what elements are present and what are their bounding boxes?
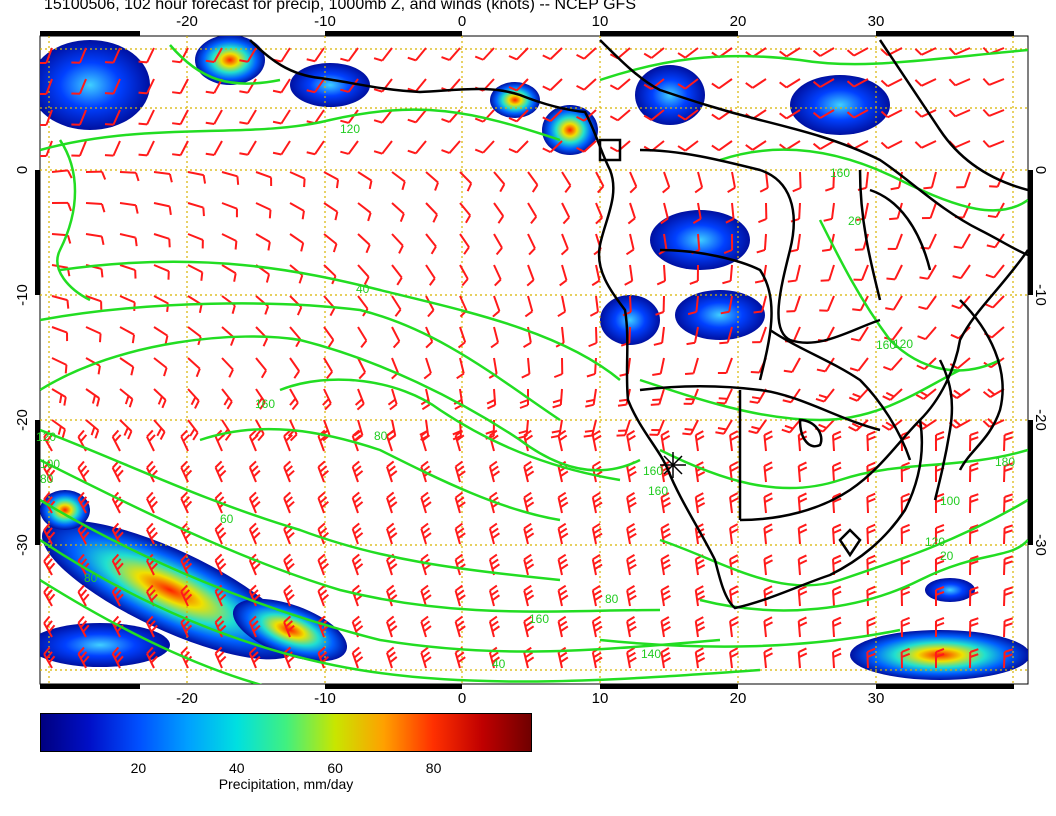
precipitation-field: [40, 36, 1028, 680]
lon-tick-label: 30: [868, 13, 885, 30]
lat-tick-label: -20: [1032, 409, 1049, 431]
contour-label: 100: [940, 494, 960, 508]
lat-tick-label: -30: [14, 534, 31, 556]
contour-label: 80: [605, 592, 619, 606]
contour-label: 20: [940, 549, 954, 563]
contour-label: 140: [641, 647, 661, 661]
lon-tick-label: 10: [592, 13, 609, 30]
contour-labels: 1204016080120100806016016012080801601404…: [36, 122, 1015, 671]
coastlines: [249, 39, 1028, 610]
lat-tick-label: -30: [1032, 534, 1049, 556]
contour-label: 20: [848, 214, 862, 228]
contour-label: 160: [529, 612, 549, 626]
lon-tick-label: 0: [458, 690, 466, 707]
location-marker: [660, 452, 686, 478]
colorbar-title: Precipitation, mm/day: [218, 776, 354, 792]
contour-label: 120: [925, 535, 945, 549]
lon-tick-label: 0: [458, 13, 466, 30]
contour-label: 120: [36, 430, 56, 444]
colorbar-tick-label: 60: [327, 760, 343, 776]
contour-label: 120: [340, 122, 360, 136]
map-title: 15100506, 102 hour forecast for precip, …: [44, 0, 636, 13]
contour-label: 160: [830, 166, 850, 180]
lon-labels-bottom: -20 -10 0 10 20 30: [176, 690, 884, 707]
lat-tick-label: -10: [1032, 284, 1049, 306]
contour-label: 180: [995, 455, 1015, 469]
lat-tick-label: -20: [14, 409, 31, 431]
contour-label: 160: [255, 397, 275, 411]
contour-label: 80: [40, 472, 54, 486]
lon-tick-label: 10: [592, 690, 609, 707]
lon-tick-label: -20: [176, 690, 198, 707]
contour-label: 120: [893, 337, 913, 351]
precipitation-colorbar: [40, 713, 532, 752]
colorbar-tick-label: 40: [229, 760, 245, 776]
lat-tick-label: -10: [14, 284, 31, 306]
contour-label: 100: [40, 457, 60, 471]
contour-label: 160: [643, 464, 663, 478]
lat-labels-right: 0 -10 -20 -30: [1032, 166, 1049, 556]
contour-label: 80: [84, 571, 98, 585]
lat-labels-left: 0 -10 -20 -30: [14, 166, 31, 556]
lon-tick-label: -20: [176, 13, 198, 30]
contour-label: 160: [876, 338, 896, 352]
contour-label: 80: [374, 429, 388, 443]
frame-tick-bars: [35, 31, 1033, 689]
height-contours: [40, 44, 1028, 684]
colorbar-tick-label: 80: [425, 760, 442, 776]
lon-tick-label: -10: [314, 690, 336, 707]
contour-label: 160: [648, 484, 668, 498]
contour-label: 40: [492, 657, 506, 671]
lon-tick-label: -10: [314, 13, 336, 30]
lat-tick-label: 0: [14, 166, 31, 174]
colorbar-tick-label: 20: [130, 760, 147, 776]
contour-label: 40: [356, 282, 370, 296]
lon-labels-top: -20 -10 0 10 20 30: [176, 13, 884, 30]
lon-tick-label: 20: [730, 13, 747, 30]
lon-tick-label: 20: [730, 690, 747, 707]
lat-tick-label: 0: [1032, 166, 1049, 174]
lon-tick-label: 30: [868, 690, 885, 707]
wind-barbs: [40, 46, 1014, 669]
contour-label: 60: [220, 512, 234, 526]
